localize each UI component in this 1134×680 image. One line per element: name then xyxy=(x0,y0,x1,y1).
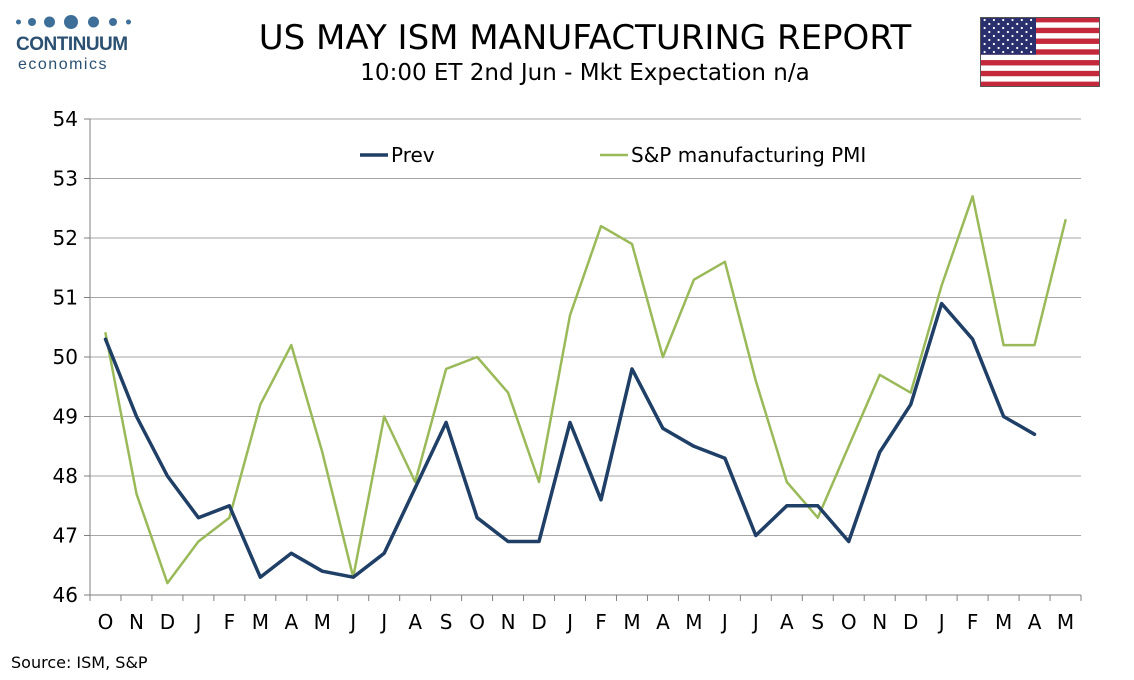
x-tick-label: N xyxy=(501,610,516,634)
x-tick-label: D xyxy=(903,610,918,634)
x-tick-label: M xyxy=(314,610,331,634)
x-tick-label: J xyxy=(379,610,387,634)
series-line-prev xyxy=(103,301,1037,579)
logo-dots-icon xyxy=(16,14,136,30)
x-tick-label: S xyxy=(811,610,824,634)
x-tick-label: M xyxy=(1057,610,1074,634)
y-tick-label: 48 xyxy=(53,464,78,488)
y-tick-label: 53 xyxy=(53,167,78,191)
page-title: US MAY ISM MANUFACTURING REPORT xyxy=(258,18,912,58)
x-tick-label: A xyxy=(780,610,794,634)
continuum-logo: CONTINUUM economics xyxy=(10,14,140,76)
x-tick-label: F xyxy=(967,610,979,634)
x-tick-label: O xyxy=(841,610,857,634)
x-tick-label: J xyxy=(193,610,201,634)
x-tick-label: D xyxy=(160,610,175,634)
y-tick-label: 47 xyxy=(53,524,78,548)
x-tick-label: M xyxy=(685,610,702,634)
x-tick-label: O xyxy=(469,610,485,634)
page-subtitle: 10:00 ET 2nd Jun - Mkt Expectation n/a xyxy=(360,60,810,86)
y-tick-label: 49 xyxy=(53,405,78,429)
x-tick-label: F xyxy=(595,610,607,634)
legend-sp-pmi-label: S&P manufacturing PMI xyxy=(631,143,866,167)
x-tick-label: J xyxy=(937,610,945,634)
x-tick-label: M xyxy=(623,610,640,634)
x-tick-label: J xyxy=(565,610,573,634)
x-tick-label: A xyxy=(656,610,670,634)
y-tick-label: 54 xyxy=(53,107,78,131)
x-tick-label: M xyxy=(995,610,1012,634)
x-tick-label: J xyxy=(720,610,728,634)
x-tick-label: A xyxy=(408,610,422,634)
x-tick-label: F xyxy=(224,610,236,634)
x-tick-label: A xyxy=(284,610,298,634)
source-note: Source: ISM, S&P xyxy=(11,653,148,672)
legend-prev-label: Prev xyxy=(391,143,435,167)
logo-name: CONTINUUM xyxy=(16,34,128,55)
y-tick-label: 51 xyxy=(53,286,78,310)
x-tick-label: O xyxy=(98,610,114,634)
x-tick-label: N xyxy=(872,610,887,634)
y-tick-label: 50 xyxy=(53,345,78,369)
x-tick-label: D xyxy=(531,610,546,634)
x-tick-label: J xyxy=(751,610,759,634)
y-tick-label: 46 xyxy=(53,583,78,607)
us-flag-icon xyxy=(980,17,1100,87)
logo-subtitle: economics xyxy=(18,56,108,73)
x-tick-label: A xyxy=(1028,610,1042,634)
y-tick-label: 52 xyxy=(53,226,78,250)
x-tick-label: S xyxy=(440,610,453,634)
x-tick-label: J xyxy=(348,610,356,634)
x-tick-label: M xyxy=(252,610,269,634)
series-line-sp-pmi xyxy=(104,195,1067,585)
x-tick-label: N xyxy=(129,610,144,634)
